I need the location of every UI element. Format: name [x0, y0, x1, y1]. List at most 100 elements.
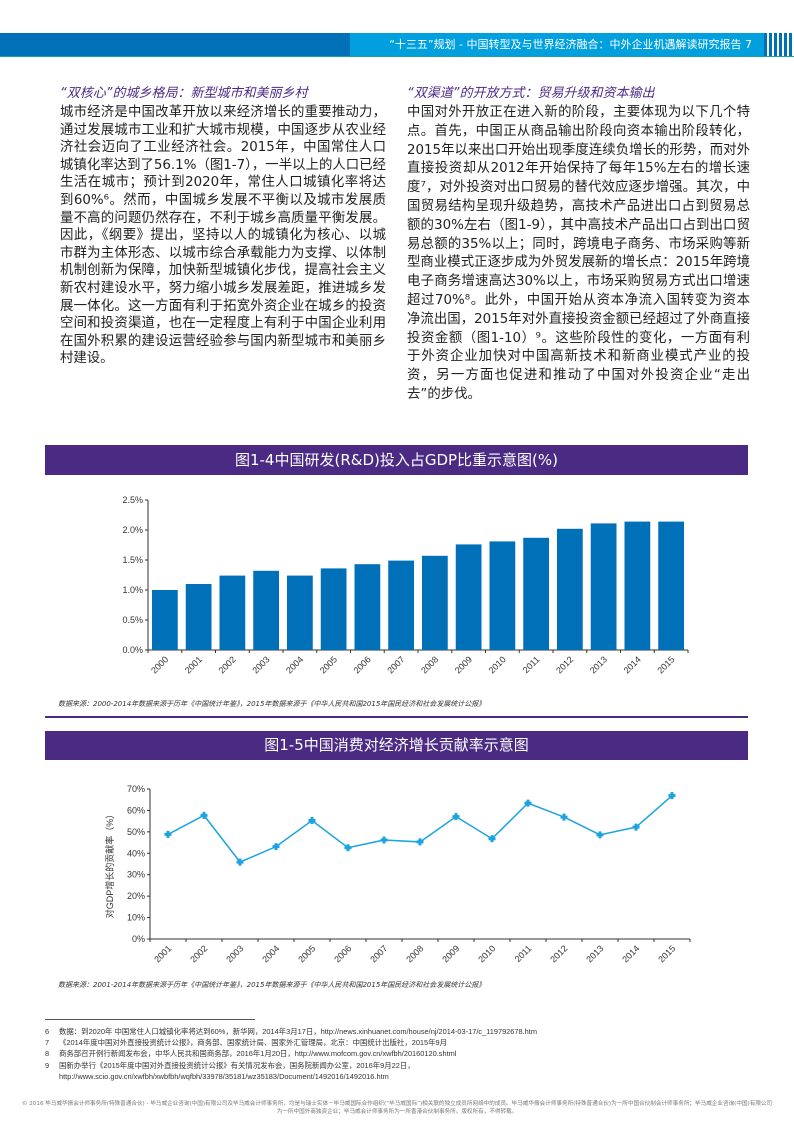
right-section-heading: “双渠道”的开放方式：贸易升级和资本输出	[407, 86, 655, 101]
page-number: 7	[745, 38, 752, 51]
footnote-text: 《2014年度中国对外直接投资统计公报》，商务部、国家统计局、国家外汇管理局，北…	[59, 1038, 448, 1048]
footnote-number: 7	[45, 1038, 50, 1048]
x-tick-label: 2002	[188, 943, 209, 964]
bar-2015	[658, 521, 684, 650]
y-tick-label: 1.5%	[122, 555, 143, 565]
chart2-title: 图1-5中国消费对经济增长贡献率示意图	[45, 731, 748, 760]
x-tick-label: 2015	[655, 654, 676, 675]
footnote: http://www.scio.gov.cn/xwfbh/xwbfbh/wqfb…	[45, 1071, 785, 1082]
x-tick-label: 2009	[440, 943, 461, 964]
x-tick-label: 2001	[183, 654, 204, 675]
x-tick-label: 2012	[554, 654, 575, 675]
x-tick-label: 2007	[368, 943, 389, 964]
x-tick-label: 2003	[250, 654, 271, 675]
bar-2012	[557, 528, 583, 650]
x-tick-label: 2000	[149, 654, 170, 675]
bar-2013	[590, 523, 617, 650]
x-tick-label: 2011	[513, 943, 534, 964]
bar-2003	[253, 570, 279, 650]
x-tick-label: 2007	[385, 654, 406, 675]
x-tick-label: 2006	[332, 943, 353, 964]
chart1-bottom-rule	[45, 716, 748, 718]
x-tick-label: 2010	[476, 943, 497, 964]
header-title-band: “十三五”规划 - 中国转型及与世界经济融合：中外企业机遇解读研究报告 7	[350, 33, 764, 56]
copyright: © 2016 毕马威华振会计师事务所(特殊普通合伙) - 毕马威企业咨询(中国)…	[21, 1101, 773, 1115]
data-point-2009	[452, 813, 460, 821]
bar-2006	[354, 564, 381, 650]
footnote-text: 国新办举行《2015年度中国对外直接投资统计公报》有关情况发布会，国务院新闻办公…	[59, 1060, 415, 1070]
y-tick-label: 1.0%	[122, 585, 143, 595]
y-tick-label: 2.0%	[122, 525, 143, 535]
y-tick-label: 50%	[127, 827, 145, 837]
bar-2008	[422, 555, 448, 650]
bar-2001	[185, 584, 212, 650]
data-point-2010	[488, 835, 496, 843]
y-tick-label: 10%	[127, 913, 145, 923]
footnote-text: 商务部召开例行新闻发布会，中华人民共和国商务部，2016年1月20日，http:…	[59, 1049, 457, 1059]
x-tick-label: 2014	[620, 943, 641, 964]
x-tick-label: 2014	[622, 654, 643, 675]
x-tick-label: 2001	[152, 943, 173, 964]
x-tick-label: 2011	[521, 654, 542, 675]
bar-2011	[523, 537, 549, 650]
rd-bar-chart: 0.0% 0.5% 1.0% 1.5% 2.0% 2.5% 2000 2001 2002 2003…	[122, 495, 689, 676]
bar-2002	[219, 575, 246, 650]
x-tick-label: 2003	[224, 943, 245, 964]
x-tick-label: 2005	[318, 654, 339, 675]
data-point-2014	[632, 823, 640, 831]
data-point-2007	[380, 836, 388, 844]
footnote-number: 9	[45, 1060, 50, 1070]
data-point-2012	[560, 813, 568, 821]
x-tick-label: 2015	[656, 943, 677, 964]
x-tick-label: 2004	[284, 654, 305, 675]
x-tick-label: 2010	[487, 654, 508, 675]
page-header: “十三五”规划 - 中国转型及与世界经济融合：中外企业机遇解读研究报告 7	[0, 33, 794, 56]
footnote: 8 商务部召开例行新闻发布会，中华人民共和国商务部，2016年1月20日，http…	[45, 1048, 785, 1059]
x-tick-label: 2008	[419, 654, 440, 675]
footnote-text: 数据：到2020年 中国常住人口城镇化率将达到60%，新华网，2014年3月17…	[59, 1027, 538, 1036]
footnote-number: 8	[45, 1049, 50, 1059]
x-tick-label: 2012	[548, 943, 569, 964]
footnote: 9 国新办举行《2015年度中国对外直接投资统计公报》有关情况发布会，国务院新闻办…	[45, 1060, 785, 1071]
y-tick-label: 70%	[127, 784, 145, 794]
x-tick-label: 2009	[453, 654, 474, 675]
data-point-2006	[344, 844, 352, 852]
footnote-number: 6	[45, 1027, 50, 1036]
header-stripes	[764, 33, 794, 56]
consumption-line-chart: 0% 10% 20% 30% 40% 50% 60% 70% 2001 2002 2003 2004 2…	[104, 784, 691, 965]
y-tick-label: 40%	[127, 848, 145, 858]
x-tick-label: 2008	[404, 943, 425, 964]
x-tick-label: 2006	[352, 654, 373, 675]
footnote-rule	[45, 1019, 255, 1020]
y-tick-label: 0.5%	[122, 615, 143, 625]
bar-2010	[489, 541, 516, 650]
chart2-source: 数据来源：2001-2014年数据来源于历年《中国统计年鉴》，2015年数据来源…	[58, 981, 486, 989]
data-point-2001	[164, 830, 172, 838]
data-point-2004	[272, 843, 280, 851]
right-body-text: 中国对外开放正在进入新的阶段，主要体现为以下几个特点。首先，中国正从商品输出阶段…	[407, 105, 750, 402]
x-tick-label: 2002	[217, 654, 238, 675]
footnote: 6 数据：到2020年 中国常住人口城镇化率将达到60%，新华网，2014年3月1…	[45, 1026, 785, 1037]
left-body-text: 城市经济是中国改革开放以来经济增长的重要推动力，通过发展城市工业和扩大城市规模，…	[60, 105, 386, 367]
bar-2014	[624, 521, 651, 650]
y-tick-label: 30%	[127, 870, 145, 880]
header-divider	[0, 56, 794, 57]
header-title: “十三五”规划 - 中国转型及与世界经济融合：中外企业机遇解读研究报告	[389, 38, 742, 51]
y-tick-label: 0%	[132, 934, 145, 944]
data-point-2015	[668, 792, 676, 800]
y-tick-label: 20%	[127, 891, 145, 901]
footnotes: 6 数据：到2020年 中国常住人口城镇化率将达到60%，新华网，2014年3月1…	[45, 1026, 785, 1082]
left-section-heading: “双核心”的城乡格局：新型城市和美丽乡村	[60, 86, 308, 101]
chart1-source: 数据来源：2000-2014年数据来源于历年《中国统计年鉴》，2015年数据来源…	[58, 700, 486, 708]
data-point-2008	[416, 838, 424, 846]
y-tick-label: 60%	[127, 805, 145, 815]
x-tick-label: 2005	[296, 943, 317, 964]
data-point-2011	[524, 799, 532, 807]
y-axis-label: 对GDP增长的贡献率（%）	[104, 810, 115, 919]
bar-2009	[455, 544, 482, 650]
footnote: 7 《2014年度中国对外直接投资统计公报》，商务部、国家统计局、国家外汇管理局，…	[45, 1037, 785, 1048]
bar-2004	[287, 575, 313, 650]
x-tick-label: 2004	[260, 943, 281, 964]
x-tick-label: 2013	[588, 654, 609, 675]
data-point-2002	[200, 811, 208, 819]
